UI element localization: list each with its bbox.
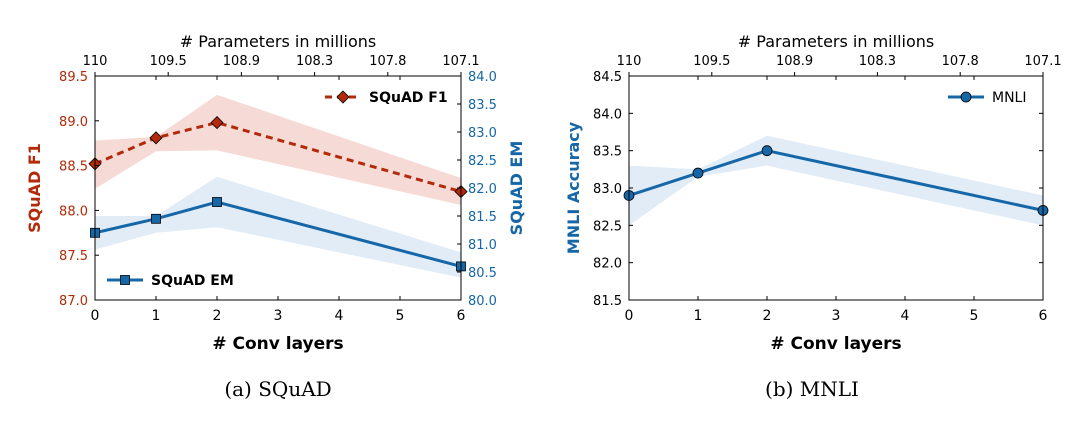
y2-tick-label-0-3: 81.5 (468, 210, 497, 225)
y2-axis-label-0: SQuAD EM (507, 141, 526, 236)
data-point-0-0-1 (149, 131, 163, 145)
data-point-0-1-1 (151, 213, 161, 224)
x-tick-label-1-2: 2 (763, 308, 772, 324)
data-point-0-1-2 (212, 197, 222, 207)
x-tick-label-1-3: 3 (832, 308, 841, 324)
x-tick-label-1-0: 0 (625, 308, 634, 324)
y2-tick-label-0-1: 80.5 (468, 266, 497, 281)
y-tick-label-1-6: 84.5 (593, 70, 622, 85)
y-tick-label-0-2: 88.0 (59, 204, 88, 219)
x2-tick-label-0-1: 109.5 (150, 54, 187, 69)
y2-tick-label-0-4: 82.0 (468, 182, 497, 197)
y-tick-label-1-0: 81.5 (593, 294, 622, 309)
x-tick-label-0-5: 5 (396, 308, 405, 324)
y2-tick-label-0-8: 84.0 (468, 70, 497, 85)
x-tick-label-0-1: 1 (152, 308, 161, 324)
y-tick-label-0-3: 88.5 (59, 160, 88, 175)
x-tick-label-1-1: 1 (694, 308, 703, 324)
x2-tick-label-0-5: 107.1 (442, 54, 479, 69)
x2-tick-label-1-2: 108.9 (776, 54, 813, 69)
y-tick-label-0-0: 87.0 (59, 294, 88, 309)
y-axis-label-1: MNLI Accuracy (564, 121, 583, 254)
x2-tick-label-0-0: 110 (83, 54, 108, 69)
y-tick-label-0-5: 89.5 (59, 70, 88, 85)
y-tick-label-1-3: 83.0 (593, 182, 622, 197)
figure-caption-0: (a) SQuAD (224, 377, 331, 401)
data-point-1-0-2 (761, 145, 773, 157)
x2-tick-label-1-5: 107.1 (1024, 54, 1061, 69)
y2-tick-label-0-7: 83.5 (468, 98, 497, 113)
series-line-0-1 (94, 200, 462, 268)
y-tick-label-1-1: 82.0 (593, 257, 622, 272)
confidence-band-0-1 (95, 176, 461, 278)
legend-marker-1-0 (960, 91, 972, 103)
legend-marker-0-0 (336, 90, 350, 104)
x2-tick-label-0-4: 107.8 (369, 54, 406, 69)
x-tick-label-0-0: 0 (91, 308, 100, 324)
confidence-band-1-0 (629, 135, 1043, 226)
x2-tick-label-0-3: 108.3 (296, 54, 333, 69)
y-tick-label-1-2: 82.5 (593, 219, 622, 234)
confidence-band-0-0 (95, 94, 461, 206)
x-tick-label-0-2: 2 (213, 308, 222, 324)
legend-marker-0-1 (120, 275, 130, 285)
x2-tick-label-1-1: 109.5 (693, 54, 730, 69)
x2-axis-label-1: # Parameters in millions (738, 32, 934, 51)
y2-tick-label-0-6: 83.0 (468, 126, 497, 141)
y2-tick-label-0-2: 81.0 (468, 238, 497, 253)
legend-label-1-0: MNLI (992, 90, 1026, 106)
y-tick-label-1-5: 84.0 (593, 107, 622, 122)
x-axis-label-0: # Conv layers (212, 334, 343, 354)
figure-caption-1: (b) MNLI (765, 377, 859, 401)
x-tick-label-1-4: 4 (901, 308, 910, 324)
x2-axis-label-0: # Parameters in millions (180, 32, 376, 51)
x-tick-label-0-6: 6 (457, 308, 466, 324)
data-point-0-0-2 (210, 116, 224, 130)
x-tick-label-1-6: 6 (1039, 308, 1048, 324)
y-axis-label-0: SQuAD F1 (25, 143, 44, 233)
legend-label-0-1: SQuAD EM (151, 273, 234, 289)
data-point-1-0-1 (692, 167, 704, 179)
series-line-1-0 (628, 149, 1044, 212)
x2-tick-label-0-2: 108.9 (223, 54, 260, 69)
y-tick-label-1-4: 83.5 (593, 145, 622, 160)
x-tick-label-0-4: 4 (335, 308, 344, 324)
x-tick-label-0-3: 3 (274, 308, 283, 324)
y2-tick-label-0-0: 80.0 (468, 294, 497, 309)
y2-tick-label-0-5: 82.5 (468, 154, 497, 169)
x2-tick-label-1-0: 110 (617, 54, 642, 69)
y-tick-label-0-1: 87.5 (59, 249, 88, 264)
x-axis-label-1: # Conv layers (770, 334, 901, 354)
x-tick-label-1-5: 5 (970, 308, 979, 324)
legend-label-0-0: SQuAD F1 (369, 90, 448, 106)
x2-tick-label-1-4: 107.8 (942, 54, 979, 69)
x2-tick-label-1-3: 108.3 (859, 54, 896, 69)
y-tick-label-0-4: 89.0 (59, 115, 88, 130)
series-line-0-0 (94, 121, 462, 194)
